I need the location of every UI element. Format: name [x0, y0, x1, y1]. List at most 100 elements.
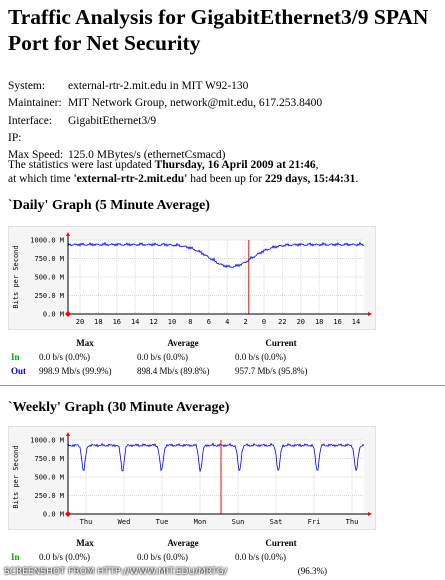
x-tick-label: Wed — [118, 518, 131, 526]
x-tick-label: 14 — [131, 318, 139, 326]
col-current: Current — [265, 538, 297, 548]
table-row: In 0.0 b/s (0.0%) 0.0 b/s (0.0%) 0.0 b/s (0… — [8, 550, 330, 564]
info-value: MIT Network Group, network@mit.edu, 617.… — [68, 97, 323, 110]
table-row: Out 998.9 Mb/s (99.9%) 898.4 Mb/s (89.8%) 9… — [8, 364, 330, 378]
in-current: 0.0 b/s (0.0%) — [235, 552, 286, 562]
divider — [0, 385, 445, 386]
col-max: Max — [76, 538, 94, 548]
table-row: In 0.0 b/s (0.0%) 0.0 b/s (0.0%) 0.0 b/s (0… — [8, 350, 330, 364]
stats-line-2: at which time 'external-rtr-2.mit.edu' h… — [8, 172, 358, 186]
y-tick-label: 500.0 M — [34, 474, 64, 482]
info-label: System: — [8, 80, 46, 92]
x-tick-label: 10 — [168, 318, 176, 326]
x-tick-label: 18 — [315, 318, 323, 326]
info-row-interface: Interface: GigabitEthernet3/9 — [8, 113, 322, 130]
x-tick-label: 14 — [352, 318, 360, 326]
info-label: Max Speed: — [8, 149, 64, 162]
y-tick-label: 750.0 M — [34, 455, 64, 463]
x-tick-label: Sat — [270, 518, 283, 526]
system-info: System: external-rtr-2.mit.edu in MIT W92… — [8, 78, 322, 164]
x-tick-label: 2 — [243, 318, 247, 326]
in-label: In — [11, 552, 20, 562]
table-row: (96.3%) — [8, 564, 330, 578]
x-tick-label: 12 — [149, 318, 157, 326]
x-tick-label: 0 — [262, 318, 266, 326]
uptime: 229 days, 15:44:31 — [264, 173, 356, 185]
x-axis-arrow-icon — [368, 312, 372, 316]
stats-text: at which time — [8, 173, 74, 185]
x-tick-label: 8 — [188, 318, 192, 326]
x-tick-label: 20 — [297, 318, 305, 326]
page-title: Traffic Analysis for GigabitEthernet3/9 … — [8, 5, 429, 55]
y-tick-label: 750.0 M — [34, 255, 64, 263]
col-average: Average — [167, 338, 199, 348]
daily-heading: `Daily' Graph (5 Minute Average) — [8, 198, 210, 213]
in-average: 0.0 b/s (0.0%) — [137, 352, 188, 362]
info-value: 125.0 MBytes/s (ethernetCsmacd) — [68, 149, 226, 162]
watermark: SCREENSHOT FROM HTTP://WWW.MIT.EDU/MRTG/ — [4, 567, 227, 577]
y-tick-label: 500.0 M — [34, 274, 64, 282]
x-tick-label: 4 — [225, 318, 229, 326]
out-traffic-line — [67, 241, 365, 269]
in-current: 0.0 b/s (0.0%) — [235, 352, 286, 362]
x-tick-label: Fri — [308, 518, 321, 526]
x-tick-label: Thu — [346, 518, 359, 526]
in-label: In — [11, 352, 20, 362]
info-row-ip: IP: — [8, 130, 322, 147]
weekly-summary: Max Average Current In 0.0 b/s (0.0%) 0.0 b/… — [8, 536, 330, 578]
weekly-graph: Bits per Second 1000.0 M 750.0 M 500.0 M 250… — [8, 426, 376, 530]
y-tick-label: 1000.0 M — [30, 237, 64, 245]
x-tick-label: 6 — [207, 318, 211, 326]
out-current: 957.7 Mb/s (95.8%) — [235, 366, 308, 376]
x-tick-label: 20 — [76, 318, 84, 326]
x-tick-label: Tue — [156, 518, 169, 526]
col-current: Current — [265, 338, 297, 348]
origin-marker-icon — [65, 511, 71, 517]
in-max: 0.0 b/s (0.0%) — [39, 352, 90, 362]
x-tick-label: Mon — [194, 518, 207, 526]
col-max: Max — [76, 338, 94, 348]
y-tick-label: 0.0 M — [43, 511, 64, 519]
stats-text: . — [355, 173, 359, 185]
x-axis-arrow-icon — [368, 512, 372, 516]
x-tick-label: 18 — [94, 318, 102, 326]
y-axis-arrow-icon — [66, 432, 70, 436]
y-axis-label: Bits per Second — [12, 245, 20, 308]
x-tick-label: Thu — [80, 518, 93, 526]
out-average: 898.4 Mb/s (89.8%) — [137, 366, 210, 376]
y-tick-label: 1000.0 M — [30, 437, 64, 445]
y-tick-label: 0.0 M — [43, 311, 64, 319]
in-average: 0.0 b/s (0.0%) — [137, 552, 188, 562]
router-name: 'external-rtr-2.mit.edu' — [73, 173, 188, 185]
x-tick-label: 22 — [278, 318, 286, 326]
out-current: (96.3%) — [297, 566, 327, 576]
info-row-system: System: external-rtr-2.mit.edu in MIT W92… — [8, 78, 322, 95]
info-value: external-rtr-2.mit.edu in MIT W92-130 — [68, 80, 249, 92]
x-tick-label: 16 — [333, 318, 341, 326]
out-max: 998.9 Mb/s (99.9%) — [39, 366, 112, 376]
y-axis-arrow-icon — [66, 232, 70, 236]
y-tick-label: 250.0 M — [34, 492, 64, 500]
x-tick-label: Sun — [232, 518, 245, 526]
last-updated: Thursday, 16 April 2009 at 21:46 — [154, 159, 316, 171]
x-tick-label: 16 — [113, 318, 121, 326]
out-label: Out — [11, 366, 27, 376]
stats-text: , — [315, 159, 319, 171]
in-max: 0.0 b/s (0.0%) — [39, 552, 90, 562]
info-row-maintainer: Maintainer: MIT Network Group, network@mi… — [8, 95, 322, 112]
stats-line-1: The statistics were last updated Thursda… — [8, 158, 319, 172]
info-label: IP: — [8, 131, 22, 144]
info-row-speed: Max Speed: 125.0 MBytes/s (ethernetCsmacd… — [8, 147, 322, 164]
info-label: Interface: — [8, 114, 53, 127]
stats-text: had been up for — [187, 173, 265, 185]
col-average: Average — [167, 538, 199, 548]
origin-marker-icon — [65, 311, 71, 317]
stats-text: The statistics were last updated — [8, 159, 155, 171]
info-label: Maintainer: — [8, 97, 62, 110]
daily-summary: Max Average Current In 0.0 b/s (0.0%) 0.0 b/… — [8, 336, 330, 378]
out-traffic-line — [67, 442, 365, 472]
y-axis-label: Bits per Second — [12, 445, 20, 508]
weekly-heading: `Weekly' Graph (30 Minute Average) — [8, 400, 230, 415]
info-value: GigabitEthernet3/9 — [68, 114, 157, 127]
